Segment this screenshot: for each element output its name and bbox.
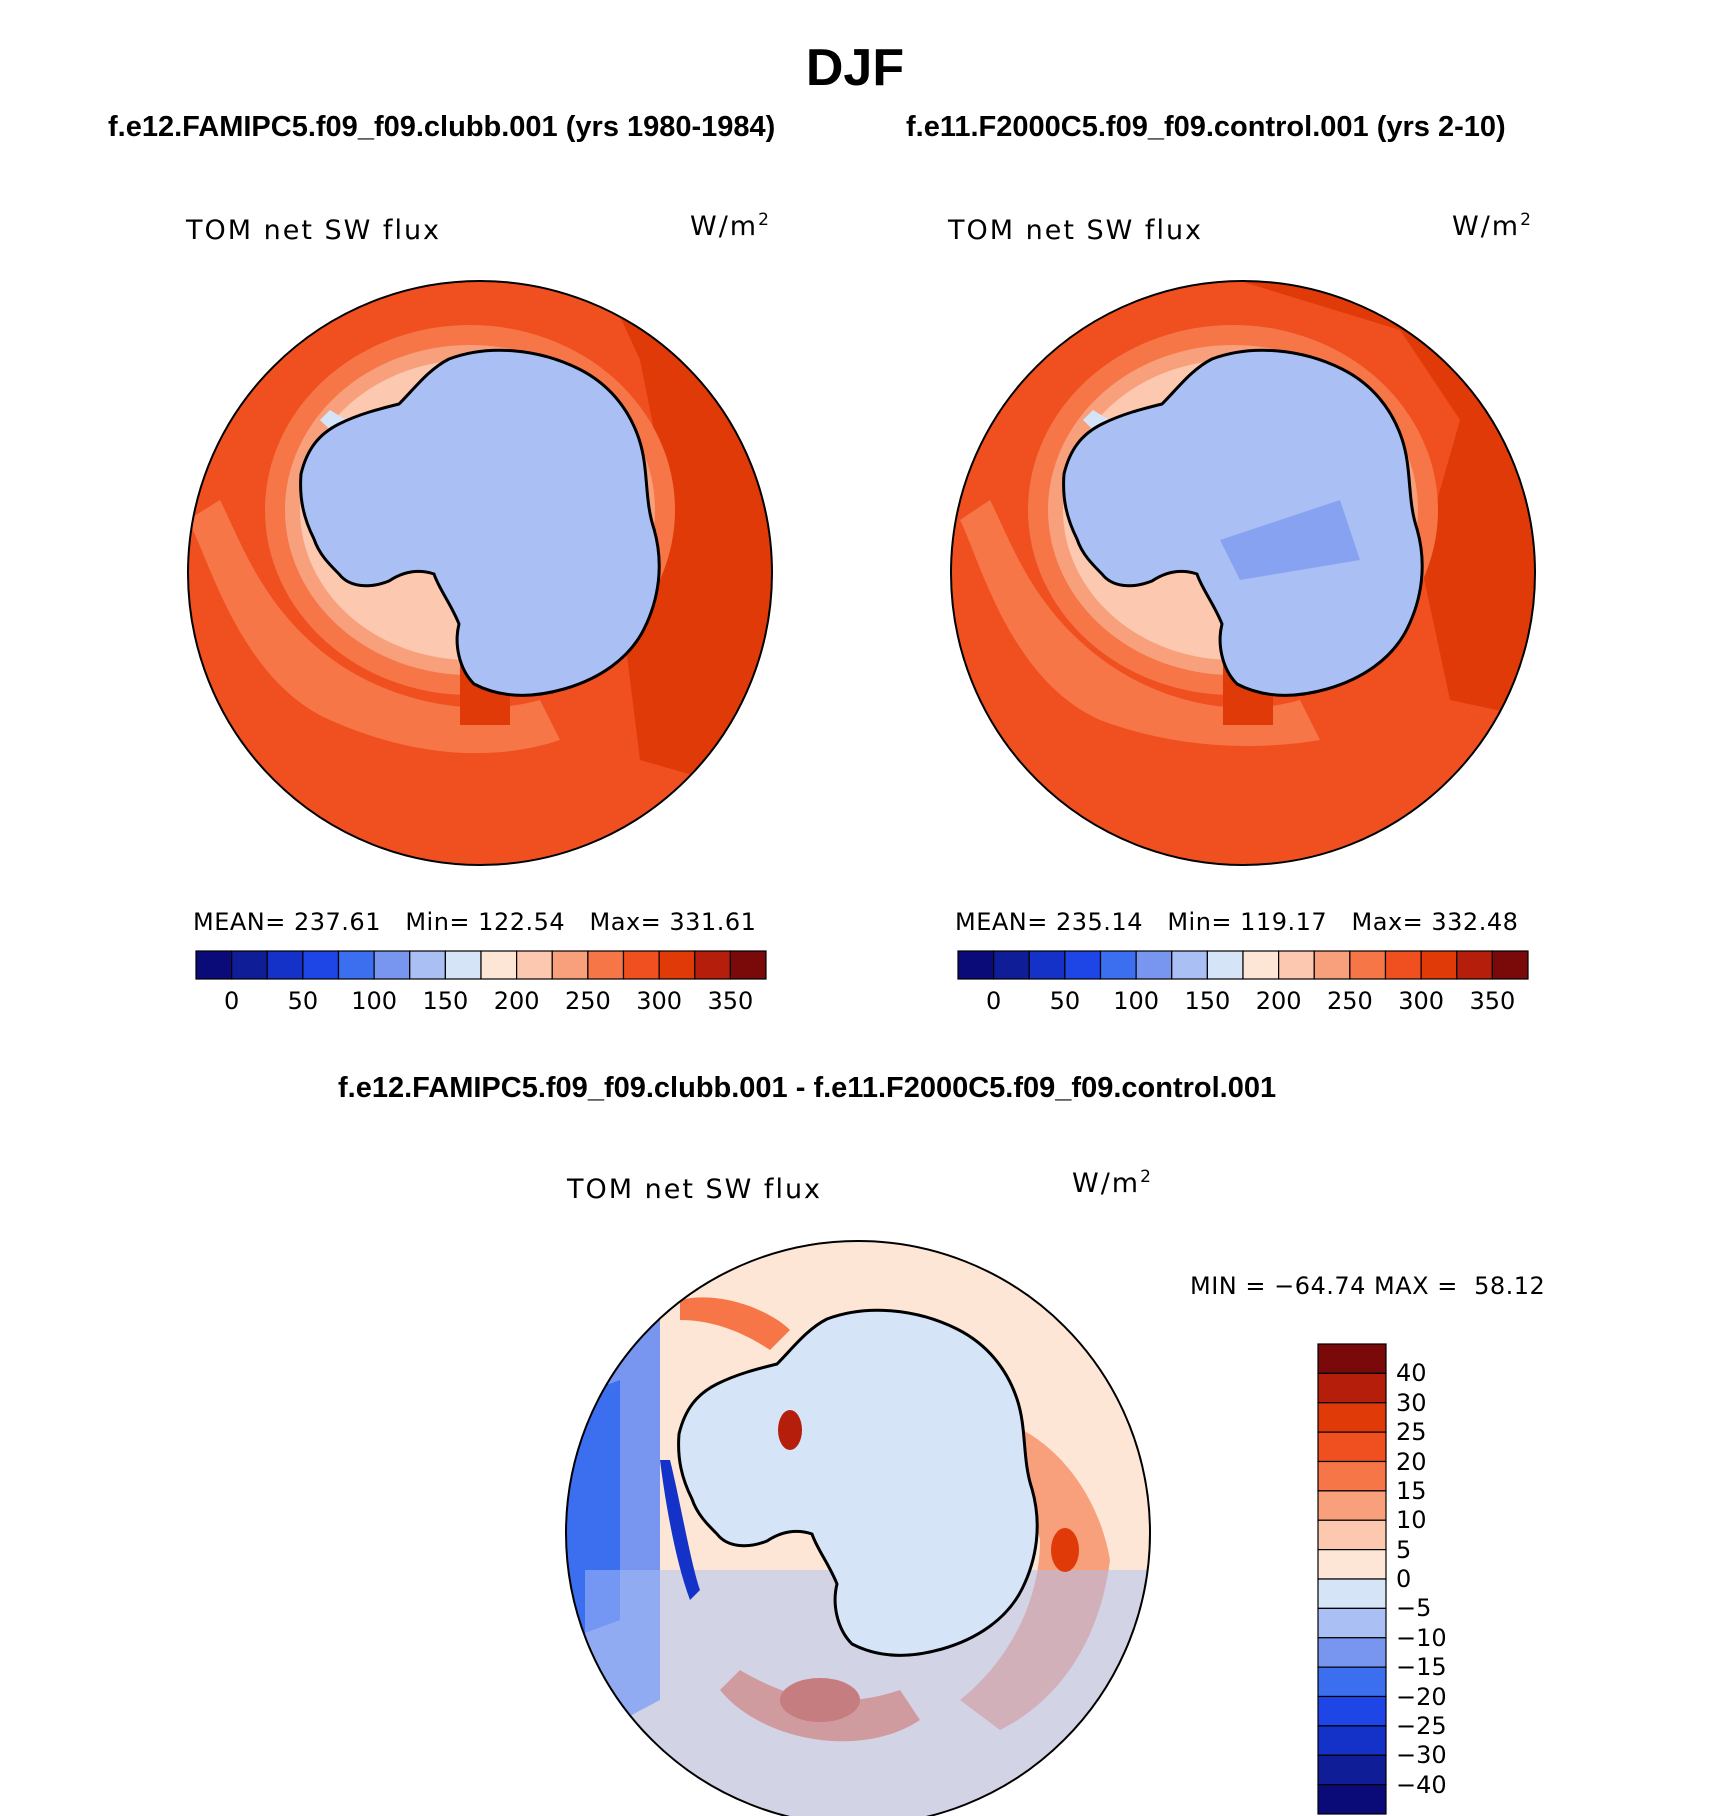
panel1-case-title: f.e12.FAMIPC5.f09_f09.clubb.001 (yrs 198… — [108, 111, 776, 143]
colorbar-tick-label: 300 — [1398, 987, 1445, 1015]
panel1-colorbar — [195, 950, 767, 980]
colorbar-tick-label: 250 — [1326, 987, 1373, 1015]
colorbar-tick-label: −25 — [1396, 1711, 1447, 1740]
figure-title: DJF — [805, 39, 905, 97]
colorbar-swatch — [622, 950, 660, 980]
colorbar-swatch — [444, 950, 482, 980]
colorbar-swatch — [1206, 950, 1244, 980]
colorbar-swatch — [729, 950, 767, 980]
colorbar-swatch — [1135, 950, 1173, 980]
panel3-units: W/m2 — [1072, 1167, 1153, 1199]
colorbar-swatch — [993, 950, 1030, 980]
panel2-case-title: f.e11.F2000C5.f09_f09.control.001 (yrs 2… — [906, 111, 1506, 143]
diff-title: f.e12.FAMIPC5.f09_f09.clubb.001 - f.e11.… — [338, 1072, 1277, 1104]
panel1-units: W/m2 — [690, 210, 771, 242]
panel1-map — [187, 280, 773, 866]
colorbar-swatch — [1064, 950, 1102, 980]
panel2-units: W/m2 — [1452, 210, 1533, 242]
colorbar-swatch — [658, 950, 696, 980]
colorbar-tick-label: 100 — [351, 987, 398, 1015]
panel2-stats: MEAN= 235.14 Min= 119.17 Max= 332.48 — [955, 908, 1519, 936]
colorbar-tick-label: −5 — [1396, 1594, 1432, 1623]
colorbar-swatch — [337, 950, 375, 980]
panel3-minmax: MIN = −64.74 MAX = 58.12 — [1190, 1272, 1546, 1300]
colorbar-swatch — [1317, 1372, 1387, 1404]
colorbar-swatch — [1278, 950, 1315, 980]
colorbar-swatch — [1242, 950, 1280, 980]
colorbar-swatch — [516, 950, 553, 980]
colorbar-swatch — [957, 950, 995, 980]
panel3-colorbar — [1317, 1343, 1387, 1815]
colorbar-swatch — [1317, 1519, 1387, 1551]
colorbar-swatch — [1317, 1490, 1387, 1521]
colorbar-swatch — [1317, 1695, 1387, 1727]
colorbar-swatch — [1491, 950, 1529, 980]
colorbar-tick-label: 10 — [1396, 1506, 1427, 1535]
colorbar-swatch — [1317, 1460, 1387, 1492]
panel2-colorbar — [957, 950, 1529, 980]
panel3-map — [565, 1240, 1151, 1816]
colorbar-swatch — [1384, 950, 1422, 980]
colorbar-swatch — [1317, 1402, 1387, 1433]
colorbar-tick-label: 50 — [287, 987, 319, 1015]
colorbar-swatch — [1420, 950, 1458, 980]
colorbar-swatch — [1313, 950, 1351, 980]
colorbar-tick-label: 150 — [422, 987, 469, 1015]
colorbar-swatch — [373, 950, 411, 980]
colorbar-swatch — [1317, 1431, 1387, 1463]
colorbar-swatch — [1028, 950, 1066, 980]
colorbar-tick-label: 350 — [707, 987, 754, 1015]
colorbar-swatch — [195, 950, 233, 980]
colorbar-swatch — [231, 950, 268, 980]
colorbar-swatch — [409, 950, 446, 980]
colorbar-tick-label: 50 — [1049, 987, 1081, 1015]
colorbar-swatch — [1317, 1578, 1387, 1609]
colorbar-swatch — [587, 950, 625, 980]
colorbar-swatch — [1317, 1725, 1387, 1756]
colorbar-tick-label: 100 — [1113, 987, 1160, 1015]
colorbar-tick-label: −20 — [1396, 1682, 1447, 1711]
colorbar-tick-label: −10 — [1396, 1623, 1447, 1652]
colorbar-tick-label: 150 — [1184, 987, 1231, 1015]
colorbar-tick-label: 25 — [1396, 1418, 1427, 1447]
colorbar-tick-label: 200 — [1255, 987, 1302, 1015]
colorbar-tick-label: 350 — [1469, 987, 1516, 1015]
panel2-map — [950, 280, 1536, 866]
colorbar-tick-label: 200 — [493, 987, 540, 1015]
colorbar-swatch — [1099, 950, 1137, 980]
colorbar-tick-label: 40 — [1396, 1359, 1427, 1388]
colorbar-tick-label: 0 — [223, 987, 240, 1015]
colorbar-swatch — [1317, 1784, 1387, 1815]
colorbar-swatch — [1317, 1666, 1387, 1698]
colorbar-swatch — [694, 950, 731, 980]
colorbar-swatch — [1317, 1607, 1387, 1639]
colorbar-swatch — [1317, 1754, 1387, 1786]
colorbar-swatch — [1317, 1549, 1387, 1580]
colorbar-tick-label: 15 — [1396, 1476, 1427, 1505]
colorbar-tick-label: 20 — [1396, 1447, 1427, 1476]
panel1-stats: MEAN= 237.61 Min= 122.54 Max= 331.61 — [193, 908, 757, 936]
colorbar-swatch — [302, 950, 340, 980]
colorbar-swatch — [266, 950, 304, 980]
colorbar-swatch — [1349, 950, 1387, 980]
colorbar-tick-label: −30 — [1396, 1741, 1447, 1770]
colorbar-tick-label: 250 — [564, 987, 611, 1015]
panel3-variable-label: TOM net SW flux — [567, 1174, 823, 1205]
colorbar-tick-label: 0 — [985, 987, 1002, 1015]
colorbar-swatch — [1456, 950, 1493, 980]
colorbar-swatch — [1317, 1343, 1387, 1374]
colorbar-tick-label: −15 — [1396, 1653, 1447, 1682]
colorbar-tick-label: 300 — [636, 987, 683, 1015]
panel1-variable-label: TOM net SW flux — [186, 215, 442, 246]
panel2-variable-label: TOM net SW flux — [948, 215, 1204, 246]
colorbar-tick-label: 5 — [1396, 1535, 1412, 1564]
colorbar-swatch — [551, 950, 589, 980]
colorbar-tick-label: 30 — [1396, 1388, 1427, 1417]
colorbar-tick-label: −40 — [1396, 1770, 1447, 1799]
colorbar-swatch — [1317, 1637, 1387, 1668]
colorbar-swatch — [1171, 950, 1208, 980]
colorbar-tick-label: 0 — [1396, 1565, 1412, 1593]
colorbar-swatch — [480, 950, 518, 980]
